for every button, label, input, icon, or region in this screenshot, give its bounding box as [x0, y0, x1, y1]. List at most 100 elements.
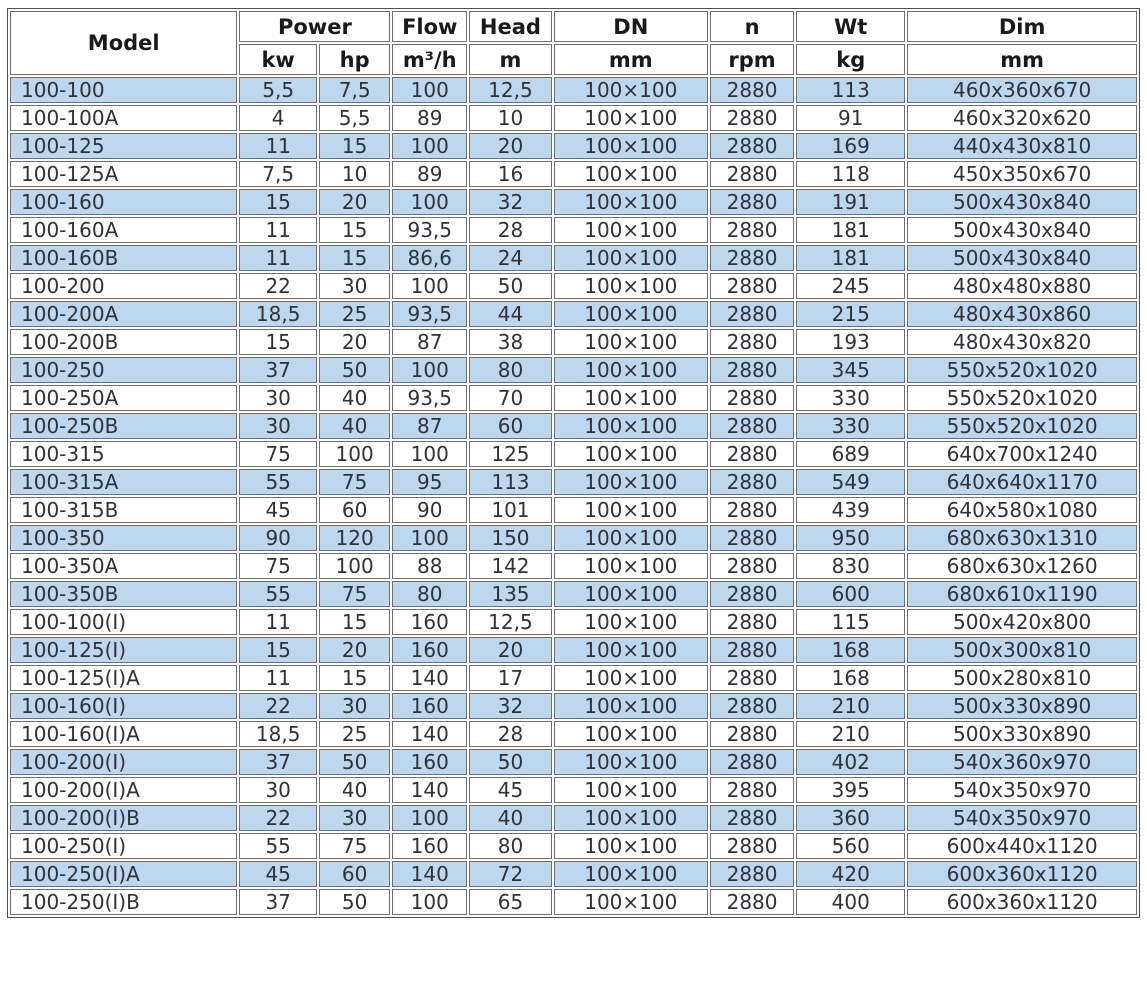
cell-flow: 100 — [392, 357, 468, 383]
cell-model: 100-250 — [10, 357, 238, 383]
table-row: 100-250(I)A 45 60 140 72 100×100 2880 420 600x36… — [10, 861, 1137, 887]
table-row: 100-200A 18,5 25 93,5 44 100×100 2880 215 480x43… — [10, 301, 1137, 327]
cell-n: 2880 — [709, 161, 795, 187]
cell-n: 2880 — [709, 469, 795, 495]
cell-power-hp: 20 — [318, 189, 391, 215]
cell-dim: 540x350x970 — [907, 805, 1137, 831]
cell-model: 100-250(I) — [10, 833, 238, 859]
cell-power-hp: 75 — [318, 469, 391, 495]
cell-dim: 600x360x1120 — [907, 889, 1137, 915]
cell-power-kw: 11 — [239, 133, 317, 159]
cell-power-kw: 18,5 — [239, 721, 317, 747]
cell-dim: 500x330x890 — [907, 721, 1137, 747]
cell-power-kw: 18,5 — [239, 301, 317, 327]
cell-n: 2880 — [709, 301, 795, 327]
table-row: 100-125 11 15 100 20 100×100 2880 169 440x430x81… — [10, 133, 1137, 159]
table-row: 100-350 90 120 100 150 100×100 2880 950 680x630x… — [10, 525, 1137, 551]
cell-head: 65 — [469, 889, 552, 915]
cell-model: 100-315A — [10, 469, 238, 495]
cell-head: 17 — [469, 665, 552, 691]
cell-dn: 100×100 — [553, 105, 708, 131]
cell-head: 38 — [469, 329, 552, 355]
cell-power-kw: 30 — [239, 385, 317, 411]
cell-model: 100-125(I)A — [10, 665, 238, 691]
cell-power-hp: 15 — [318, 133, 391, 159]
cell-dim: 450x350x670 — [907, 161, 1137, 187]
cell-dn: 100×100 — [553, 133, 708, 159]
cell-flow: 88 — [392, 553, 468, 579]
cell-model: 100-200(I)A — [10, 777, 238, 803]
cell-model: 100-160B — [10, 245, 238, 271]
cell-dim: 540x350x970 — [907, 777, 1137, 803]
cell-power-kw: 15 — [239, 189, 317, 215]
cell-model: 100-250(I)B — [10, 889, 238, 915]
cell-n: 2880 — [709, 357, 795, 383]
cell-head: 32 — [469, 693, 552, 719]
cell-head: 24 — [469, 245, 552, 271]
cell-dn: 100×100 — [553, 693, 708, 719]
cell-wt: 168 — [796, 665, 906, 691]
table-row: 100-160(I)A 18,5 25 140 28 100×100 2880 210 500x… — [10, 721, 1137, 747]
cell-flow: 140 — [392, 861, 468, 887]
cell-power-hp: 7,5 — [318, 77, 391, 103]
cell-power-hp: 60 — [318, 861, 391, 887]
cell-power-kw: 90 — [239, 525, 317, 551]
cell-flow: 95 — [392, 469, 468, 495]
cell-head: 80 — [469, 833, 552, 859]
unit-n: rpm — [709, 44, 795, 75]
cell-n: 2880 — [709, 245, 795, 271]
cell-dn: 100×100 — [553, 357, 708, 383]
cell-power-hp: 30 — [318, 273, 391, 299]
cell-head: 12,5 — [469, 609, 552, 635]
cell-head: 113 — [469, 469, 552, 495]
table-row: 100-125A 7,5 10 89 16 100×100 2880 118 450x350x6… — [10, 161, 1137, 187]
cell-wt: 115 — [796, 609, 906, 635]
cell-model: 100-315 — [10, 441, 238, 467]
cell-power-kw: 45 — [239, 497, 317, 523]
cell-n: 2880 — [709, 861, 795, 887]
unit-dn: mm — [553, 44, 708, 75]
cell-model: 100-200B — [10, 329, 238, 355]
cell-power-kw: 55 — [239, 581, 317, 607]
cell-flow: 160 — [392, 609, 468, 635]
cell-model: 100-125 — [10, 133, 238, 159]
cell-power-kw: 11 — [239, 245, 317, 271]
header-n: n — [709, 11, 795, 42]
table-row: 100-125(I) 15 20 160 20 100×100 2880 168 500x300… — [10, 637, 1137, 663]
cell-head: 10 — [469, 105, 552, 131]
cell-model: 100-100 — [10, 77, 238, 103]
cell-power-kw: 37 — [239, 889, 317, 915]
cell-model: 100-200 — [10, 273, 238, 299]
cell-power-hp: 15 — [318, 609, 391, 635]
cell-flow: 100 — [392, 441, 468, 467]
cell-dn: 100×100 — [553, 301, 708, 327]
cell-power-hp: 75 — [318, 581, 391, 607]
cell-power-kw: 55 — [239, 469, 317, 495]
table-row: 100-315 75 100 100 125 100×100 2880 689 640x700x… — [10, 441, 1137, 467]
cell-head: 44 — [469, 301, 552, 327]
cell-head: 45 — [469, 777, 552, 803]
cell-n: 2880 — [709, 133, 795, 159]
cell-wt: 169 — [796, 133, 906, 159]
cell-wt: 330 — [796, 413, 906, 439]
cell-dim: 680x630x1260 — [907, 553, 1137, 579]
cell-model: 100-160(I)A — [10, 721, 238, 747]
table-row: 100-250 37 50 100 80 100×100 2880 345 550x520x10… — [10, 357, 1137, 383]
cell-wt: 439 — [796, 497, 906, 523]
cell-flow: 89 — [392, 161, 468, 187]
table-row: 100-315A 55 75 95 113 100×100 2880 549 640x640x1… — [10, 469, 1137, 495]
cell-wt: 400 — [796, 889, 906, 915]
cell-flow: 160 — [392, 833, 468, 859]
cell-head: 12,5 — [469, 77, 552, 103]
cell-wt: 330 — [796, 385, 906, 411]
cell-dn: 100×100 — [553, 553, 708, 579]
unit-hp: hp — [318, 44, 391, 75]
cell-wt: 210 — [796, 721, 906, 747]
cell-power-hp: 100 — [318, 553, 391, 579]
cell-dim: 440x430x810 — [907, 133, 1137, 159]
cell-model: 100-200A — [10, 301, 238, 327]
cell-power-hp: 30 — [318, 693, 391, 719]
cell-dim: 600x440x1120 — [907, 833, 1137, 859]
table-row: 100-100(I) 11 15 160 12,5 100×100 2880 115 500x4… — [10, 609, 1137, 635]
cell-wt: 560 — [796, 833, 906, 859]
